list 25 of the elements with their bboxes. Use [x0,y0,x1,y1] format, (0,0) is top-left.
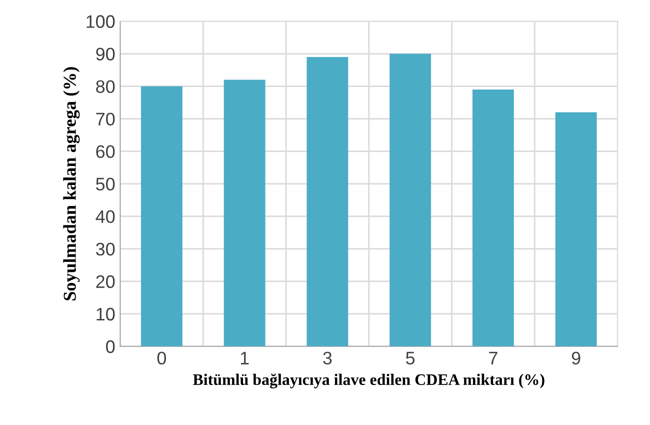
y-tick-label: 50 [96,178,115,191]
x-axis-title: Bitümlü bağlayıcıya ilave edilen CDEA miktarı (%) [193,374,544,388]
x-tick-label: 0 [157,352,166,364]
bar [224,80,266,346]
y-tick-label: 0 [106,340,115,354]
x-tick-label: 7 [489,352,498,364]
y-tick-label: 60 [96,145,115,158]
y-tick-label: 40 [96,210,115,224]
bar [472,90,514,346]
y-axis-title: Soyulmadan kalan agrega (%) [63,67,80,300]
bar [140,86,182,346]
x-tick-label: 5 [406,352,415,364]
y-tick-label: 30 [96,242,115,256]
x-tick-label: 3 [323,352,332,364]
y-tick-label: 100 [86,15,115,28]
x-tick-label: 1 [240,352,249,364]
bar [390,54,432,346]
y-tick-label: 20 [96,275,115,288]
bar [306,57,348,346]
bar [555,112,597,346]
y-tick-label: 90 [96,48,115,60]
x-tick-label: 9 [572,352,580,364]
y-tick-label: 70 [96,112,115,126]
y-tick-label: 80 [96,80,115,93]
y-tick-label: 10 [96,308,115,321]
